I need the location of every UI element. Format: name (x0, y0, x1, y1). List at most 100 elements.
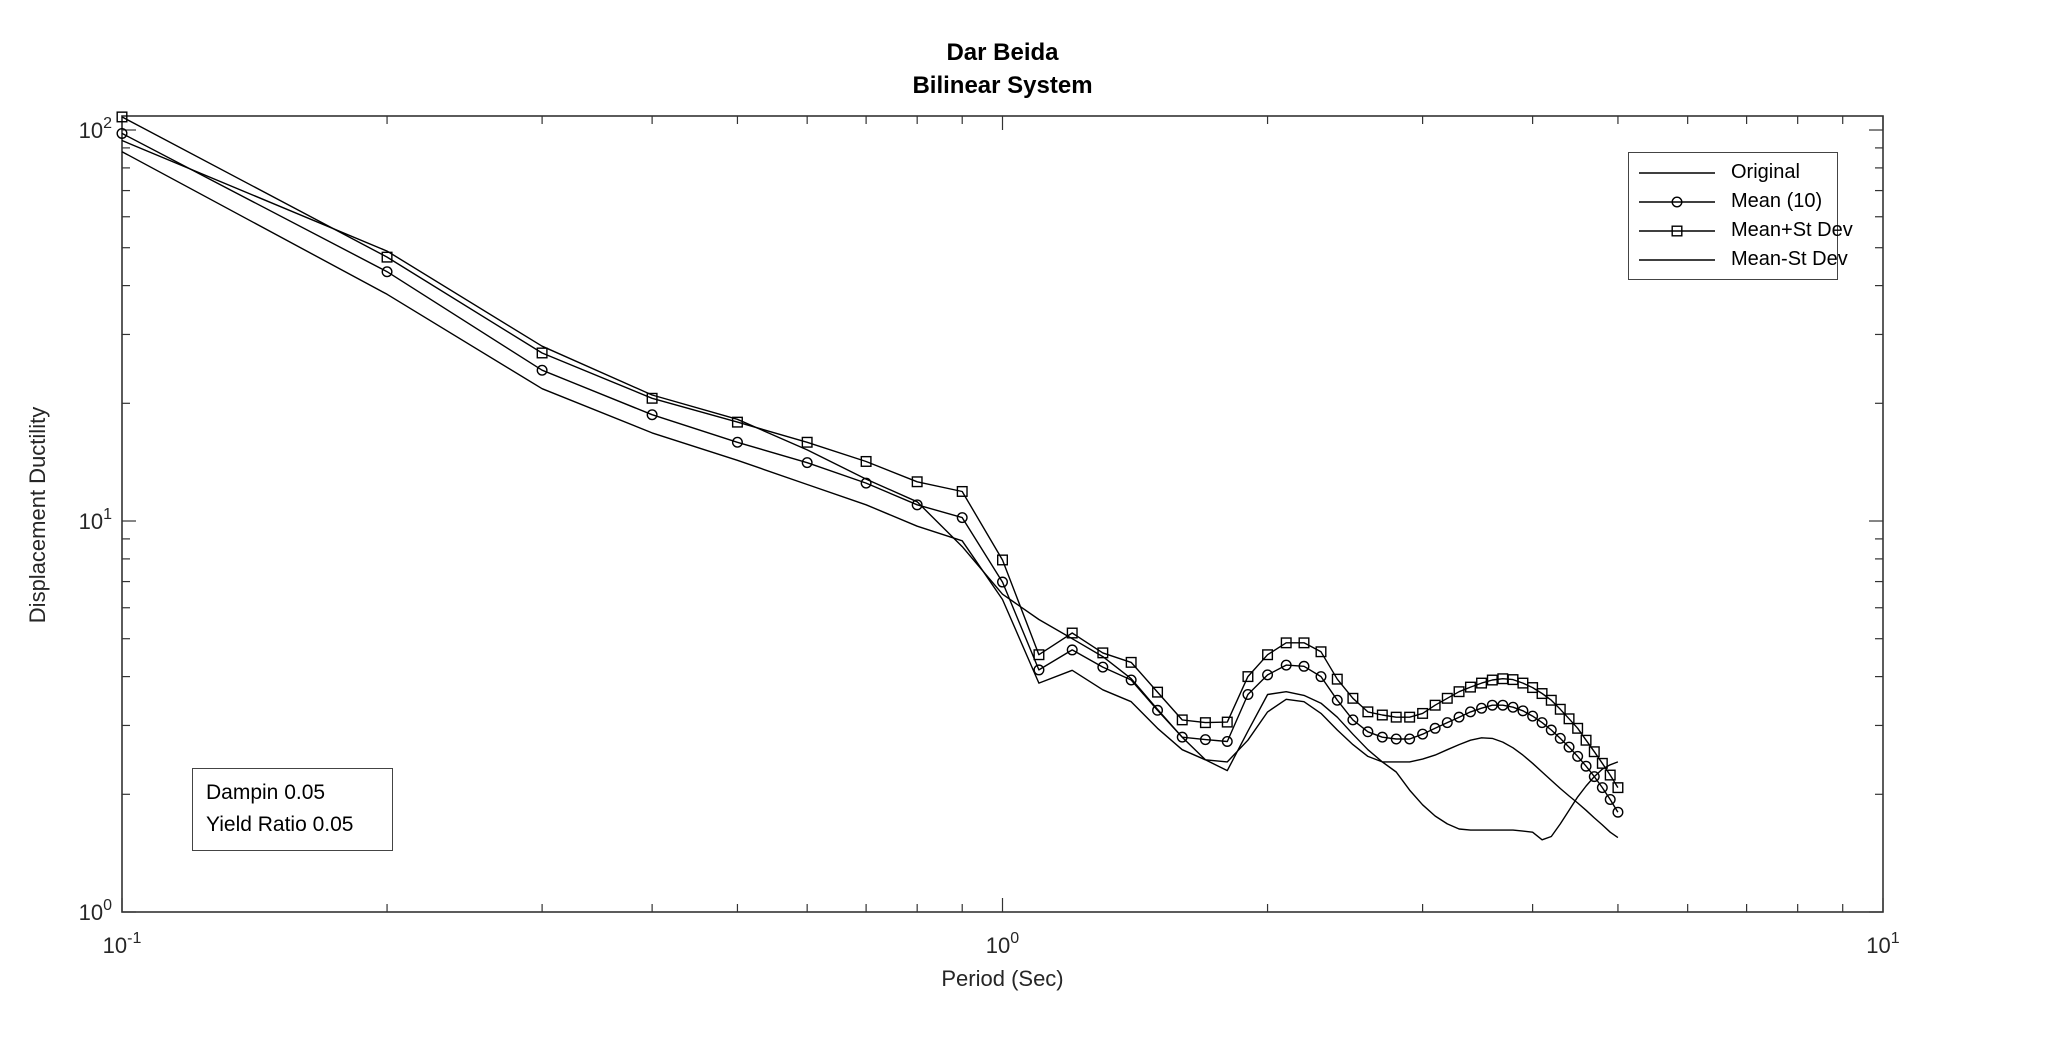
circle-marker (1221, 735, 1233, 747)
square-marker (1536, 688, 1548, 700)
circle-marker (1517, 705, 1529, 717)
circle-marker (1033, 664, 1045, 676)
legend-item-mean-st-dev: Mean-St Dev (1629, 245, 1848, 274)
square-marker (1476, 677, 1488, 689)
circle-marker (1563, 741, 1575, 753)
square-marker (1612, 782, 1624, 794)
circle-marker (956, 512, 968, 524)
square-marker (1242, 671, 1254, 683)
circle-marker (1390, 733, 1402, 745)
circle-marker (1404, 733, 1416, 745)
line-sample (1639, 258, 1715, 261)
legend-item-mean-10-: Mean (10) (1629, 187, 1837, 216)
square-marker (1066, 627, 1078, 639)
circle-marker (1429, 722, 1441, 734)
circle-marker (1497, 699, 1509, 711)
axes-box (121, 115, 1884, 913)
y-tick-label: 101 (79, 506, 112, 534)
circle-marker (1176, 731, 1188, 743)
circle-marker (801, 457, 813, 469)
circle-marker (1596, 782, 1608, 794)
circle-marker (381, 266, 393, 278)
circle-marker (1545, 724, 1557, 736)
legend-label: Original (1731, 161, 1800, 183)
circle-marker (1315, 671, 1327, 683)
square-marker (1417, 707, 1429, 719)
x-tick-label: 10-1 (103, 930, 142, 958)
square-marker (1545, 694, 1557, 706)
circle-marker (1152, 704, 1164, 716)
square-marker (1152, 686, 1164, 698)
square-line-sample (1639, 224, 1715, 237)
square-marker (801, 436, 813, 448)
square-marker (1429, 699, 1441, 711)
square-marker (1331, 673, 1343, 685)
square-marker (1596, 757, 1608, 769)
annotation-line1: Dampin 0.05 (206, 781, 326, 804)
circle-marker (646, 409, 658, 421)
annotation-box: Dampin 0.05 Yield Ratio 0.05 (192, 768, 393, 851)
square-marker (1453, 686, 1465, 698)
legend-label: Mean (10) (1731, 190, 1823, 212)
square-marker (1527, 682, 1539, 694)
circle-marker (1536, 717, 1548, 729)
legend-label: Mean-St Dev (1731, 248, 1848, 270)
legend-label: Mean+St Dev (1731, 219, 1853, 241)
square-marker (1604, 769, 1616, 781)
circle-marker (1604, 793, 1616, 805)
circle-marker (997, 576, 1009, 588)
square-marker (731, 416, 743, 428)
circle-marker (1554, 732, 1566, 744)
circle-marker (911, 499, 923, 511)
circle-marker (1298, 660, 1310, 672)
annotation-line2: Yield Ratio 0.05 (206, 813, 354, 836)
series-mean-st-dev (121, 151, 1619, 839)
circle-marker (1507, 701, 1519, 713)
circle-marker (1199, 734, 1211, 746)
line-sample (1639, 171, 1715, 174)
circle-marker (1476, 702, 1488, 714)
square-marker (116, 111, 128, 123)
square-marker (1199, 717, 1211, 729)
x-tick-label: 101 (1866, 930, 1899, 958)
circle-marker (1417, 728, 1429, 740)
legend: Original Mean (10) Mean+St Dev Mean-St Dev (1628, 152, 1853, 280)
square-marker (911, 476, 923, 488)
square-marker (381, 251, 393, 263)
square-marker (1441, 692, 1453, 704)
circle-marker (1066, 644, 1078, 656)
circle-marker (1242, 688, 1254, 700)
circle-marker (1331, 694, 1343, 706)
y-axis-label: Displacement Ductility (25, 406, 50, 624)
circle-marker (1362, 726, 1374, 738)
square-marker (1097, 647, 1109, 659)
circle-marker (1453, 711, 1465, 723)
series-mean-10- (116, 127, 1624, 818)
square-marker (997, 554, 1009, 566)
legend-item-mean-st-dev: Mean+St Dev (1629, 216, 1853, 245)
square-marker (1588, 746, 1600, 758)
square-marker (1390, 711, 1402, 723)
circle-marker (1262, 669, 1274, 681)
legend-item-original: Original (1629, 158, 1837, 187)
square-marker (1580, 734, 1592, 746)
plot-title-line2: Bilinear System (912, 72, 1093, 99)
square-marker (860, 455, 872, 467)
y-tick-label: 100 (79, 897, 112, 925)
plot-title-line1: Dar Beida (946, 39, 1059, 66)
square-marker (536, 347, 548, 359)
circle-marker (1580, 760, 1592, 772)
square-marker (1280, 637, 1292, 649)
circle-marker (1441, 717, 1453, 729)
square-marker (1033, 649, 1045, 661)
square-marker (1376, 709, 1388, 721)
square-marker (1262, 649, 1274, 661)
square-marker (1362, 706, 1374, 718)
x-axis-label: Period (Sec) (941, 966, 1064, 991)
square-marker (1464, 681, 1476, 693)
circle-marker (116, 127, 128, 139)
square-marker (1563, 713, 1575, 725)
square-marker (956, 485, 968, 497)
square-marker (1221, 716, 1233, 728)
series-mean-st-dev (116, 111, 1624, 794)
